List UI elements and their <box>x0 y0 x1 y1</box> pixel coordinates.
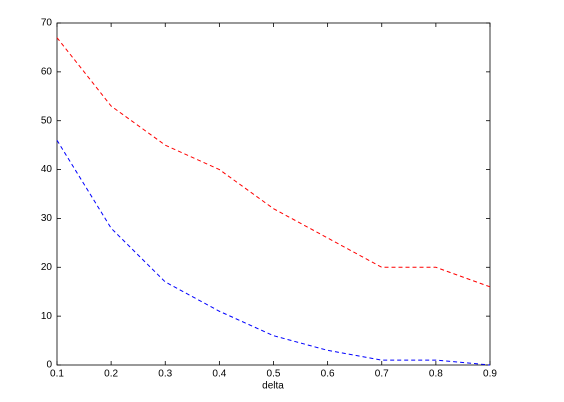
x-tick-label: 0.2 <box>104 369 118 380</box>
y-tick-label: 70 <box>41 18 53 29</box>
data-line <box>56 139 491 366</box>
y-tick-label: 20 <box>41 262 53 273</box>
x-tick-label: 0.3 <box>158 369 172 380</box>
x-tick-label: 0.4 <box>212 369 226 380</box>
data-line <box>56 37 491 288</box>
plot-frame <box>56 22 491 366</box>
x-tick-label: 0.5 <box>267 369 281 380</box>
y-tick-label: 50 <box>41 115 53 126</box>
x-tick-label: 0.8 <box>429 369 443 380</box>
x-tick-label: 0.1 <box>50 369 64 380</box>
y-tick-label: 30 <box>41 213 53 224</box>
x-axis-label: delta <box>262 381 284 392</box>
y-tick-label: 10 <box>41 311 53 322</box>
y-tick-label: 60 <box>41 66 53 77</box>
x-tick-label: 0.6 <box>321 369 335 380</box>
y-tick-label: 40 <box>41 164 53 175</box>
x-tick-label: 0.7 <box>375 369 389 380</box>
x-tick-label: 0.9 <box>483 369 497 380</box>
y-tick-label: 0 <box>46 360 52 371</box>
